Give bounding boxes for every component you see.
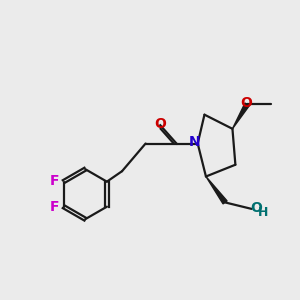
- Polygon shape: [232, 103, 249, 129]
- Text: H: H: [258, 206, 268, 219]
- Text: O: O: [250, 201, 262, 215]
- Text: O: O: [154, 117, 166, 131]
- Polygon shape: [206, 176, 227, 204]
- Text: N: N: [188, 135, 200, 149]
- Text: O: O: [240, 96, 252, 110]
- Text: F: F: [50, 174, 59, 188]
- Text: F: F: [50, 200, 59, 214]
